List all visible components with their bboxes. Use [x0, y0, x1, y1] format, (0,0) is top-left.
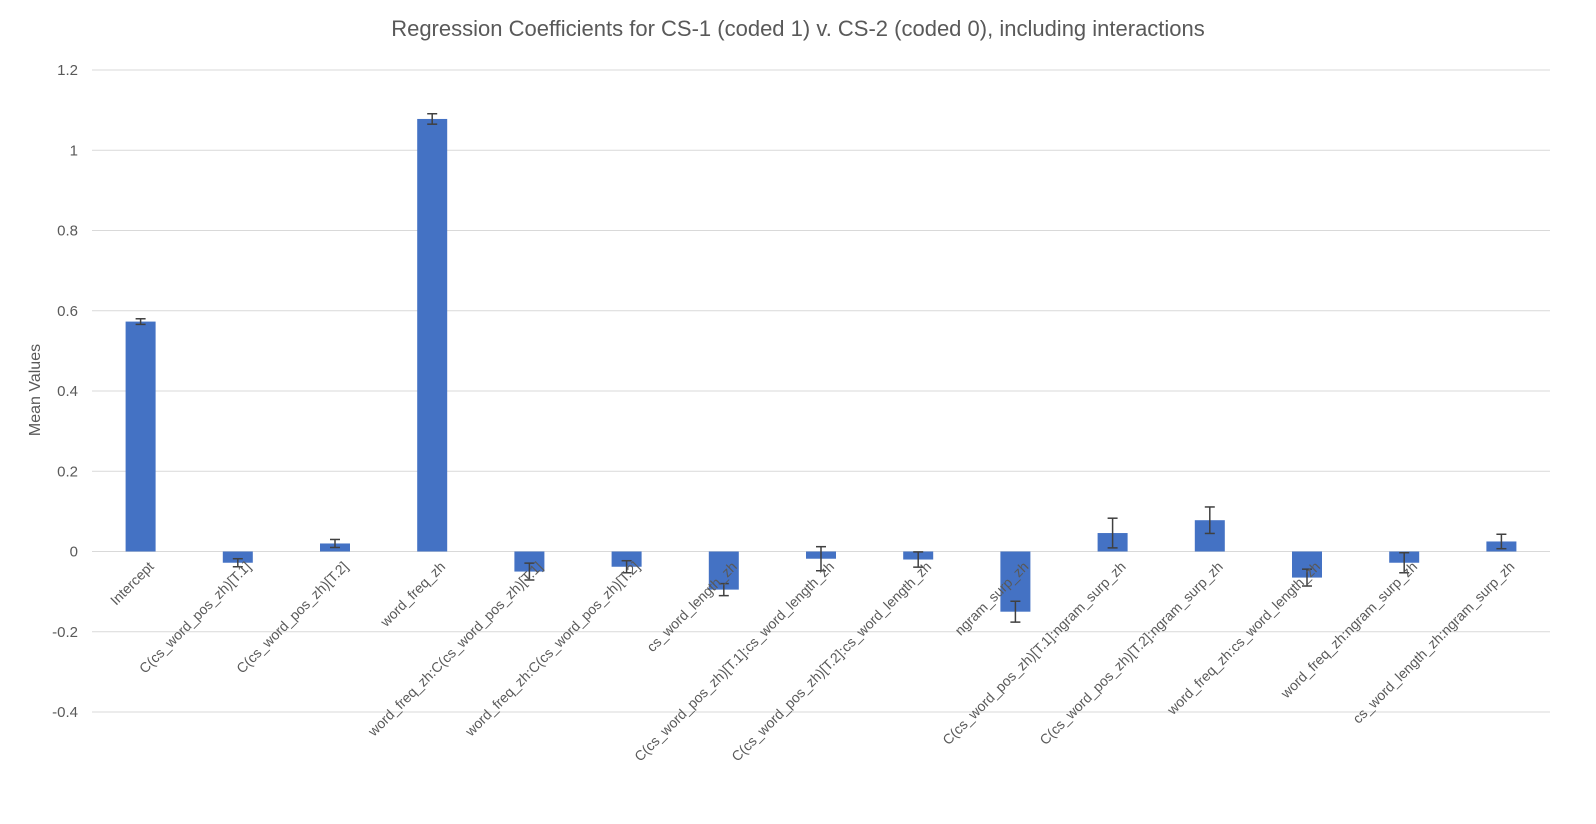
error-bar-12: [1302, 568, 1312, 587]
error-bars: [135, 112, 1507, 623]
bars: [125, 118, 1517, 612]
y-tick-label: -0.2: [52, 624, 78, 641]
error-bar-9: [1010, 600, 1021, 623]
error-bar-14: [1496, 533, 1507, 550]
x-tick-label: word_freq_zh:cs_word_length_zh: [1163, 558, 1323, 718]
error-bar-0: [135, 318, 146, 326]
x-tick-label: word_freq_zh:C(cs_word_pos_zh)[T.1]: [364, 558, 545, 739]
x-tick-label: C(cs_word_pos_zh)[T.1]:ngram_surp_zh: [939, 558, 1129, 748]
y-tick-label: 0.8: [57, 223, 78, 240]
error-bar-3: [427, 112, 438, 125]
x-axis-labels: InterceptC(cs_word_pos_zh)[T.1]C(cs_word…: [107, 558, 1518, 764]
error-bar-7: [816, 545, 826, 572]
y-tick-label: -0.4: [52, 704, 78, 721]
gridlines: [92, 69, 1550, 713]
error-bar-4: [524, 562, 535, 581]
y-tick-label: 0.4: [57, 383, 78, 400]
x-tick-label: C(cs_word_pos_zh)[T.1]: [136, 558, 254, 676]
error-bar-11: [1204, 506, 1215, 535]
x-tick-label: cs_word_length_zh: [643, 558, 740, 655]
x-tick-label: word_freq_zh: [376, 558, 448, 630]
bar-3: [417, 118, 448, 552]
x-tick-label: C(cs_word_pos_zh)[T.2]:cs_word_length_zh: [728, 558, 934, 764]
bar-1: [222, 551, 253, 563]
x-tick-label: word_freq_zh:C(cs_word_pos_zh)[T.2]: [461, 558, 642, 739]
error-bar-2: [330, 538, 340, 549]
error-bar-1: [232, 557, 243, 568]
error-bar-10: [1107, 517, 1118, 549]
bar-0: [125, 321, 156, 552]
y-axis-label: Mean Values: [27, 344, 44, 436]
y-tick-label: 0.6: [57, 303, 78, 320]
y-tick-label: 0.2: [57, 463, 78, 480]
y-tick-label: 0: [70, 544, 78, 561]
bar-5: [611, 551, 642, 567]
x-tick-label: cs_word_length_zh:ngram_surp_zh: [1349, 558, 1517, 726]
error-bar-6: [718, 582, 729, 597]
error-bar-8: [913, 551, 924, 568]
x-tick-label: C(cs_word_pos_zh)[T.2]: [233, 558, 351, 676]
y-tick-label: 1: [70, 142, 78, 159]
error-bar-5: [621, 559, 632, 574]
error-bar-13: [1399, 551, 1410, 574]
chart-title: Regression Coefficients for CS-1 (coded …: [391, 16, 1205, 41]
bar-4: [514, 551, 545, 572]
x-tick-label: C(cs_word_pos_zh)[T.2]:ngram_surp_zh: [1036, 558, 1226, 748]
y-axis-ticks: 1.2 1 0.8 0.6 0.4 0.2 0 -0.2 -0.4: [52, 62, 78, 721]
y-tick-label: 1.2: [57, 62, 78, 79]
x-tick-label: Intercept: [107, 558, 157, 608]
